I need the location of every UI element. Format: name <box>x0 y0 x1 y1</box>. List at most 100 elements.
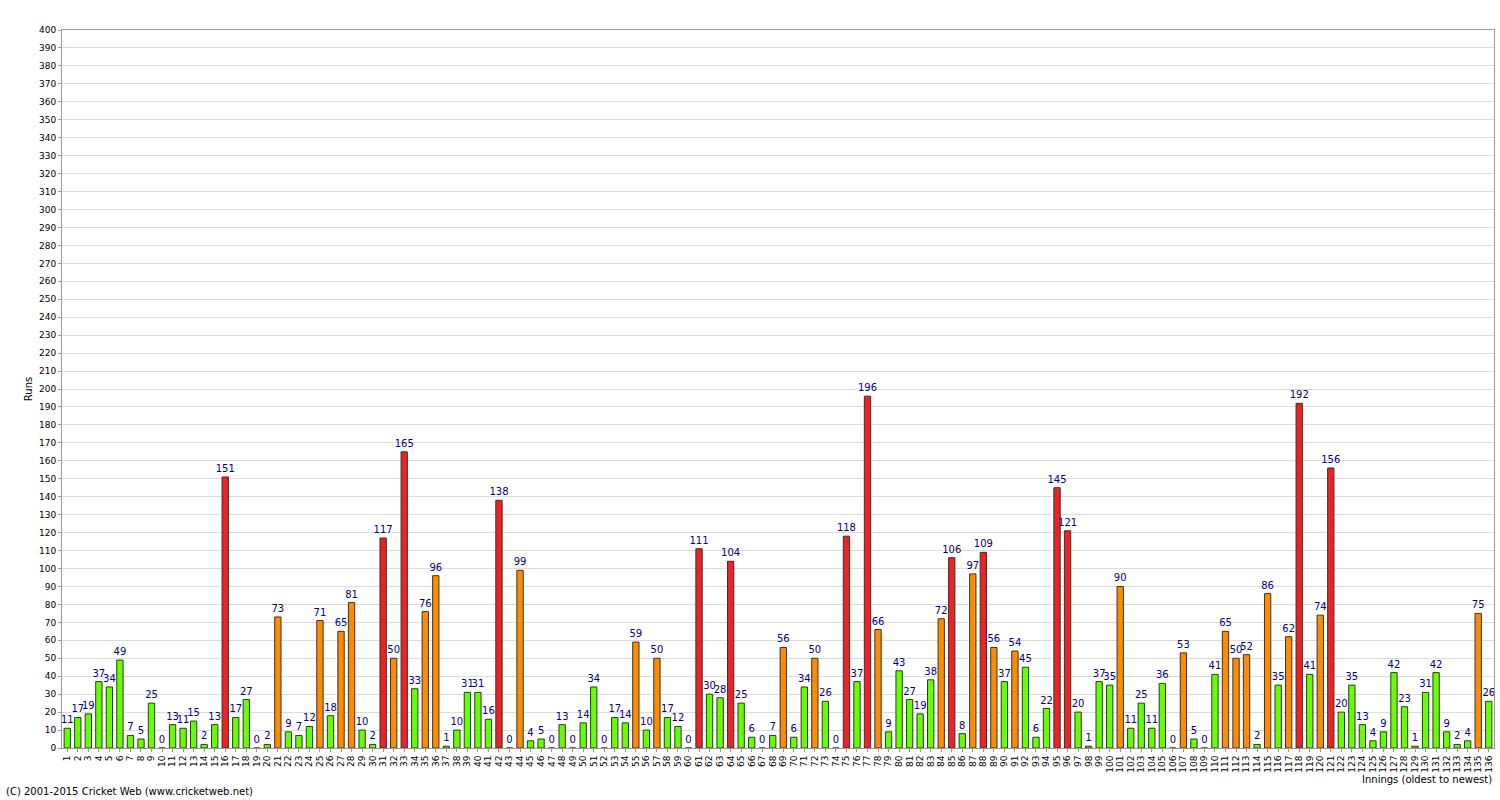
svg-text:13: 13 <box>189 756 199 767</box>
svg-text:0: 0 <box>506 734 512 745</box>
svg-text:11: 11 <box>177 714 190 725</box>
svg-text:37: 37 <box>851 668 864 679</box>
svg-text:2: 2 <box>369 730 375 741</box>
svg-text:44: 44 <box>515 755 525 767</box>
svg-text:26: 26 <box>1482 687 1495 698</box>
svg-text:48: 48 <box>557 755 567 767</box>
svg-text:22: 22 <box>283 756 293 767</box>
svg-text:119: 119 <box>1305 755 1315 772</box>
svg-text:54: 54 <box>620 755 630 767</box>
svg-text:12: 12 <box>178 756 188 767</box>
svg-text:112: 112 <box>1231 756 1241 773</box>
svg-text:118: 118 <box>837 522 856 533</box>
svg-text:86: 86 <box>957 755 967 767</box>
svg-text:83: 83 <box>926 756 936 767</box>
svg-text:10: 10 <box>356 716 369 727</box>
svg-text:16: 16 <box>220 755 230 767</box>
svg-text:61: 61 <box>694 756 704 767</box>
svg-text:126: 126 <box>1378 755 1388 772</box>
svg-text:85: 85 <box>947 756 957 767</box>
svg-text:5: 5 <box>538 725 544 736</box>
svg-text:30: 30 <box>368 755 378 767</box>
svg-text:73: 73 <box>271 603 284 614</box>
svg-text:64: 64 <box>726 755 736 767</box>
svg-text:37: 37 <box>1093 668 1106 679</box>
svg-text:84: 84 <box>936 755 946 767</box>
svg-text:7: 7 <box>770 721 776 732</box>
svg-text:140: 140 <box>39 492 56 502</box>
svg-text:120: 120 <box>1315 755 1325 772</box>
svg-text:110: 110 <box>39 546 56 556</box>
svg-text:13: 13 <box>1356 711 1369 722</box>
svg-text:89: 89 <box>989 755 999 767</box>
svg-text:160: 160 <box>39 456 56 466</box>
svg-text:27: 27 <box>903 686 916 697</box>
svg-text:2: 2 <box>73 756 83 762</box>
svg-text:118: 118 <box>1294 755 1304 772</box>
svg-text:71: 71 <box>799 756 809 767</box>
svg-text:67: 67 <box>757 756 767 767</box>
svg-text:115: 115 <box>1263 756 1273 773</box>
svg-text:70: 70 <box>789 755 799 767</box>
svg-text:120: 120 <box>39 528 56 538</box>
svg-text:320: 320 <box>39 169 56 179</box>
svg-text:33: 33 <box>408 675 421 686</box>
svg-text:109: 109 <box>1199 755 1209 772</box>
svg-text:34: 34 <box>587 673 600 684</box>
svg-text:128: 128 <box>1399 755 1409 772</box>
svg-text:156: 156 <box>1321 454 1340 465</box>
svg-text:33: 33 <box>399 756 409 767</box>
svg-text:42: 42 <box>494 756 504 767</box>
svg-text:34: 34 <box>103 673 116 684</box>
svg-text:50: 50 <box>387 644 400 655</box>
svg-text:20: 20 <box>1072 698 1085 709</box>
svg-text:117: 117 <box>1284 756 1294 773</box>
svg-text:0: 0 <box>1201 734 1207 745</box>
svg-text:88: 88 <box>978 755 988 767</box>
svg-text:101: 101 <box>1115 756 1125 773</box>
svg-text:51: 51 <box>589 756 599 767</box>
svg-text:96: 96 <box>1062 755 1072 767</box>
svg-text:46: 46 <box>536 755 546 767</box>
svg-text:0: 0 <box>50 743 56 753</box>
svg-text:36: 36 <box>431 755 441 767</box>
svg-text:35: 35 <box>420 756 430 767</box>
svg-text:124: 124 <box>1357 755 1367 772</box>
svg-text:47: 47 <box>547 756 557 767</box>
svg-text:1: 1 <box>1085 732 1091 743</box>
svg-text:90: 90 <box>999 755 1009 767</box>
svg-text:23: 23 <box>294 756 304 767</box>
svg-text:105: 105 <box>1157 756 1167 773</box>
svg-text:37: 37 <box>998 668 1011 679</box>
svg-text:4: 4 <box>527 727 533 738</box>
svg-text:21: 21 <box>273 756 283 767</box>
svg-text:122: 122 <box>1336 756 1346 773</box>
svg-text:66: 66 <box>872 616 885 627</box>
svg-text:8: 8 <box>959 720 965 731</box>
svg-text:49: 49 <box>568 755 578 767</box>
svg-text:6: 6 <box>1033 723 1039 734</box>
svg-text:14: 14 <box>619 709 632 720</box>
svg-text:134: 134 <box>1463 755 1473 772</box>
svg-text:340: 340 <box>39 133 56 143</box>
svg-text:27: 27 <box>240 686 253 697</box>
svg-text:8: 8 <box>136 755 146 761</box>
svg-text:100: 100 <box>1105 755 1115 772</box>
svg-text:11: 11 <box>167 756 177 767</box>
svg-text:17: 17 <box>608 703 621 714</box>
svg-text:9: 9 <box>1380 718 1386 729</box>
svg-text:18: 18 <box>324 702 337 713</box>
svg-text:50: 50 <box>45 653 57 663</box>
svg-text:103: 103 <box>1136 756 1146 773</box>
svg-text:6: 6 <box>115 755 125 761</box>
svg-text:56: 56 <box>987 633 1000 644</box>
svg-text:280: 280 <box>39 241 56 251</box>
svg-text:70: 70 <box>45 618 57 628</box>
svg-text:99: 99 <box>514 556 527 567</box>
svg-text:86: 86 <box>1261 580 1274 591</box>
svg-text:31: 31 <box>461 678 474 689</box>
svg-text:50: 50 <box>1230 644 1243 655</box>
svg-text:300: 300 <box>39 205 56 215</box>
svg-text:9: 9 <box>146 755 156 761</box>
svg-text:165: 165 <box>395 438 414 449</box>
